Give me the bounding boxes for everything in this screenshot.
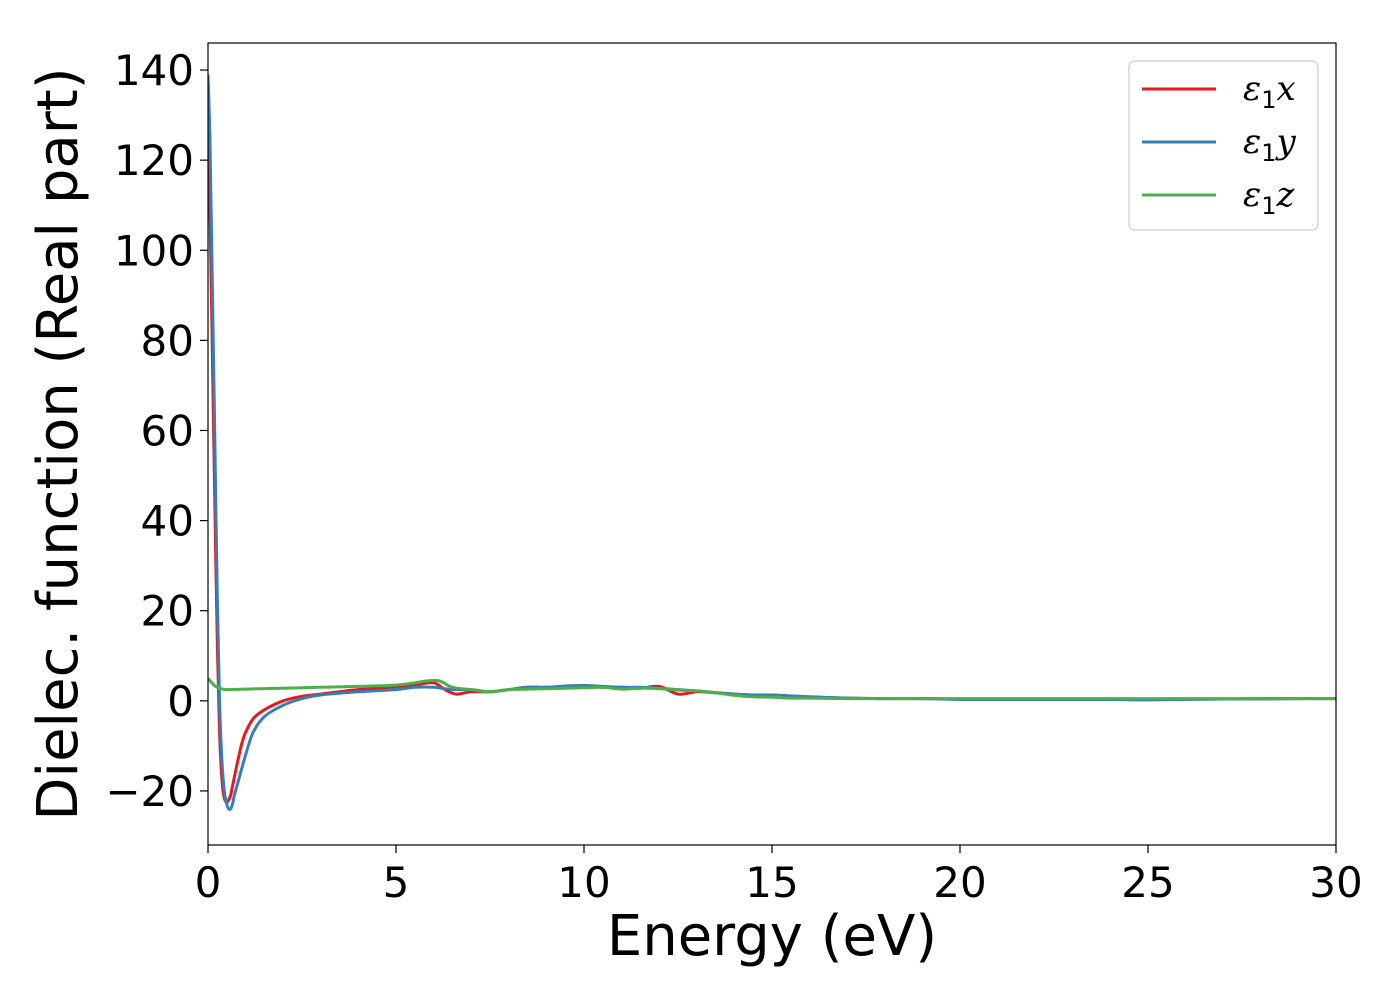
legend-label-eps1x: ε1x — [1243, 69, 1296, 114]
series-line-eps1z — [208, 677, 1336, 701]
y-tick-label: 120 — [114, 136, 194, 185]
x-tick-label: 10 — [557, 858, 610, 907]
x-tick-label: 20 — [933, 858, 986, 907]
y-tick-label: −20 — [105, 767, 194, 816]
y-tick-label: 20 — [141, 587, 194, 636]
x-tick-label: 0 — [195, 858, 222, 907]
x-tick-label: 30 — [1309, 858, 1362, 907]
y-axis-title: Dielec. function (Real part) — [26, 67, 91, 820]
x-axis-title: Energy (eV) — [607, 904, 937, 969]
y-tick-label: 140 — [114, 46, 194, 95]
legend-label-eps1y: ε1y — [1243, 122, 1297, 167]
legend-label-eps1z: ε1z — [1243, 175, 1296, 220]
x-tick-label: 5 — [383, 858, 410, 907]
y-tick-label: 40 — [141, 497, 194, 546]
x-tick-label: 25 — [1121, 858, 1174, 907]
x-tick-label: 15 — [745, 858, 798, 907]
series-layer — [208, 74, 1336, 812]
legend-box — [1128, 60, 1319, 231]
legend: ε1x ε1y ε1z — [1128, 60, 1319, 231]
y-tick-label: 100 — [114, 226, 194, 275]
y-tick-label: 60 — [141, 406, 194, 455]
y-tick-label: 80 — [141, 316, 194, 365]
y-tick-label: 0 — [167, 677, 194, 726]
